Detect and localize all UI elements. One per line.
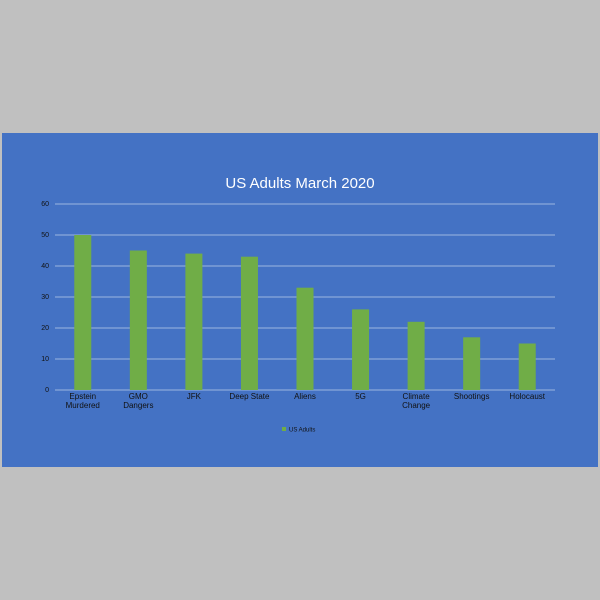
chart-title: US Adults March 2020 — [225, 175, 374, 192]
y-tick-label: 60 — [41, 201, 49, 208]
x-tick-label: Epstein Murdered — [65, 392, 100, 410]
x-tick-label: 5G — [355, 392, 366, 401]
x-tick-label: Deep State — [229, 392, 270, 401]
x-tick-label: JFK — [186, 392, 201, 401]
bar — [352, 309, 370, 390]
y-tick-label: 10 — [41, 356, 49, 363]
y-tick-label: 40 — [41, 263, 49, 270]
chart-panel: US Adults March 2020 0 10 20 30 40 50 60 US Adu… — [2, 133, 598, 467]
y-tick-label: 50 — [41, 232, 49, 239]
x-tick-label: Holocaust — [509, 392, 545, 401]
legend-swatch — [282, 427, 286, 431]
legend-label: US Adults — [289, 428, 315, 434]
x-tick-label: Climate Change — [402, 392, 431, 410]
bar — [518, 343, 536, 390]
x-tick-label: Shootings — [453, 392, 490, 401]
bar — [74, 235, 92, 390]
bar — [129, 250, 147, 390]
bar — [407, 321, 425, 390]
y-tick-label: 30 — [41, 294, 49, 301]
bar — [463, 337, 481, 390]
bar — [240, 256, 258, 390]
bar — [296, 287, 314, 390]
x-tick-label: Aliens — [294, 392, 316, 401]
y-tick-label: 20 — [41, 325, 49, 332]
bar — [185, 253, 203, 390]
x-tick-label: GMO Dangers — [123, 392, 154, 410]
y-tick-label: 0 — [45, 387, 49, 394]
chart: US Adults March 2020 0 10 20 30 40 50 60 US Adu… — [41, 175, 555, 434]
